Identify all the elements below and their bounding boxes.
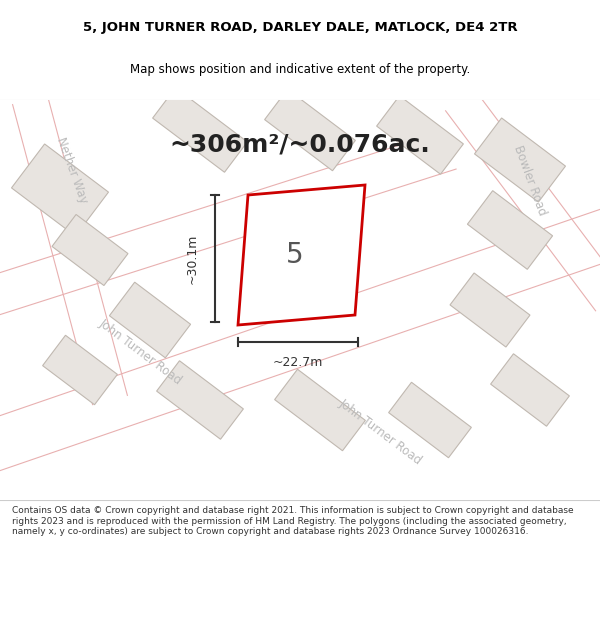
Polygon shape: [275, 369, 365, 451]
Polygon shape: [0, 131, 456, 319]
Text: Map shows position and indicative extent of the property.: Map shows position and indicative extent…: [130, 64, 470, 76]
Polygon shape: [0, 206, 600, 474]
Polygon shape: [11, 144, 109, 236]
Text: ~22.7m: ~22.7m: [273, 356, 323, 369]
Polygon shape: [43, 335, 118, 405]
Polygon shape: [157, 361, 244, 439]
Text: John Turner Road: John Turner Road: [336, 397, 424, 468]
Polygon shape: [491, 354, 569, 426]
Text: Bowler Road: Bowler Road: [511, 143, 549, 217]
Polygon shape: [446, 89, 600, 311]
Polygon shape: [450, 273, 530, 347]
Polygon shape: [238, 185, 365, 325]
Polygon shape: [389, 382, 472, 458]
Text: 5: 5: [286, 241, 304, 269]
Text: Contains OS data © Crown copyright and database right 2021. This information is : Contains OS data © Crown copyright and d…: [12, 506, 574, 536]
Polygon shape: [109, 282, 191, 358]
Polygon shape: [152, 88, 247, 172]
Polygon shape: [475, 118, 565, 202]
Polygon shape: [265, 89, 355, 171]
Text: ~30.1m: ~30.1m: [186, 233, 199, 284]
Polygon shape: [13, 96, 127, 404]
Polygon shape: [52, 214, 128, 286]
Text: ~306m²/~0.076ac.: ~306m²/~0.076ac.: [170, 133, 430, 157]
Text: John Turner Road: John Turner Road: [96, 317, 184, 388]
Polygon shape: [467, 191, 553, 269]
Text: Nether Way: Nether Way: [54, 135, 90, 205]
Text: 5, JOHN TURNER ROAD, DARLEY DALE, MATLOCK, DE4 2TR: 5, JOHN TURNER ROAD, DARLEY DALE, MATLOC…: [83, 21, 517, 34]
Polygon shape: [377, 96, 463, 174]
